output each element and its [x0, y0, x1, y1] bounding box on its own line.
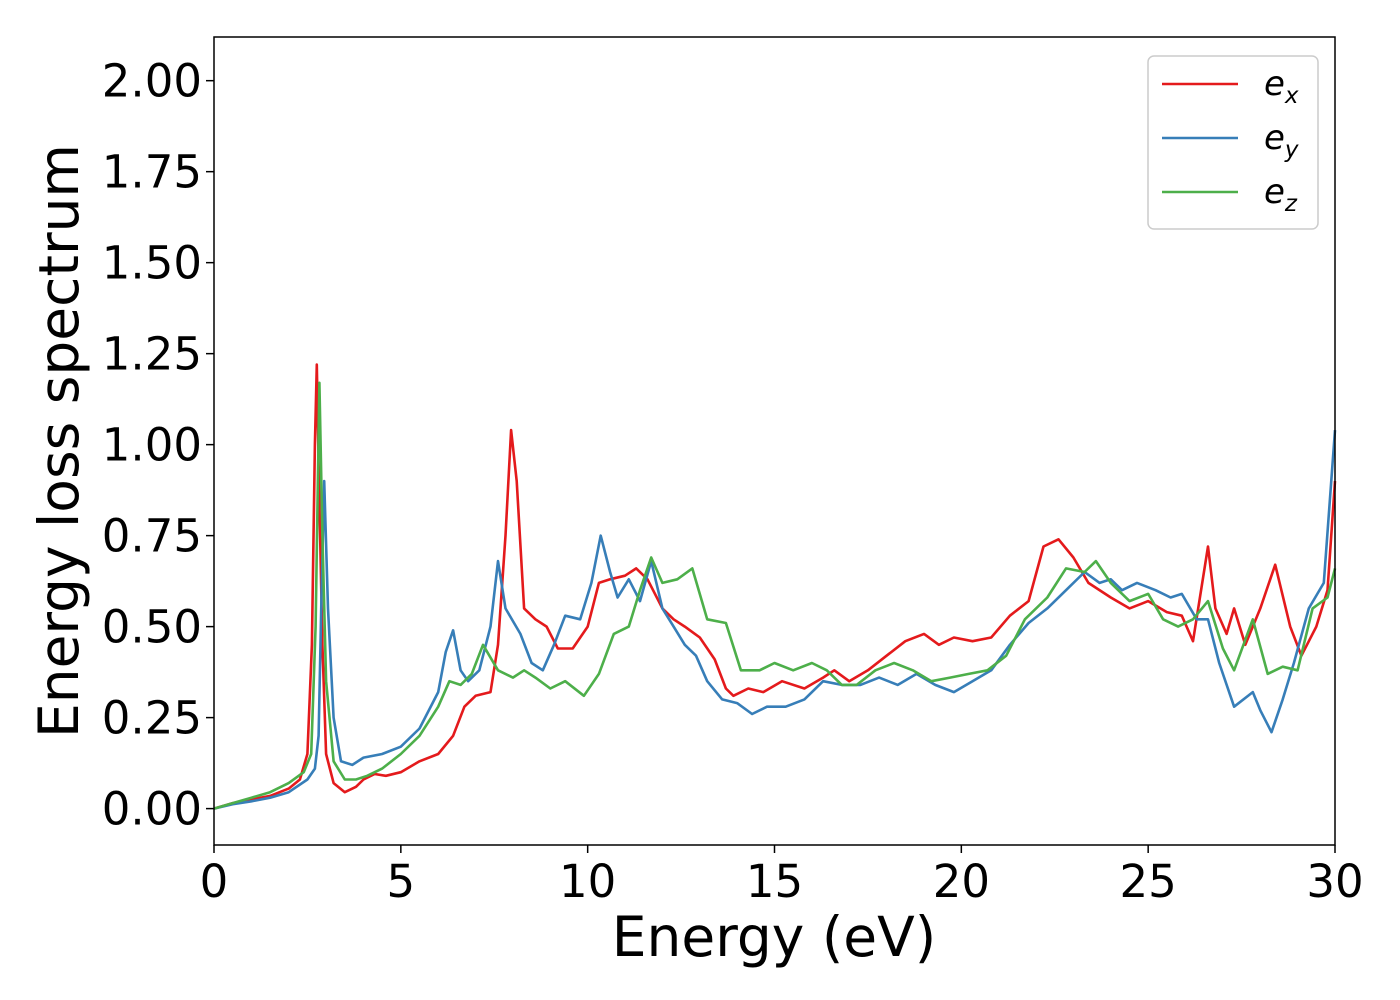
series-line-ex [213, 363, 1337, 810]
legend-label: ey [1264, 118, 1299, 163]
y-tick-label: 1.50 [102, 237, 202, 290]
series-line-ez [213, 381, 1337, 810]
legend-frame [1147, 55, 1319, 230]
x-tick-label: 30 [1306, 855, 1363, 908]
x-tick-label: 25 [1120, 855, 1177, 908]
series-layer [213, 363, 1337, 810]
x-axis: 0 5 10 15 20 25 30 [200, 845, 1364, 908]
y-tick-label: 2.00 [102, 55, 202, 108]
x-tick-label: 0 [200, 855, 229, 908]
y-tick-label: 0.00 [102, 783, 202, 836]
x-axis-label: Energy (eV) [612, 905, 936, 969]
series-line-ey [213, 430, 1337, 810]
y-tick-label: 0.25 [102, 692, 202, 745]
y-tick-label: 0.75 [102, 510, 202, 563]
legend: ex ey ez [1147, 55, 1319, 230]
x-tick-label: 10 [559, 855, 616, 908]
y-tick-label: 1.25 [102, 328, 202, 381]
x-tick-label: 20 [933, 855, 990, 908]
y-axis-label: Energy loss spectrum [27, 144, 91, 738]
legend-label: ex [1264, 64, 1299, 109]
y-tick-label: 0.50 [102, 601, 202, 654]
y-axis: 0.00 0.25 0.50 0.75 1.00 1.25 1.50 1.75 2.00 [102, 55, 214, 836]
legend-label: ez [1264, 172, 1298, 217]
x-tick-label: 5 [387, 855, 416, 908]
y-tick-label: 1.75 [102, 146, 202, 199]
y-tick-label: 1.00 [102, 419, 202, 472]
x-tick-label: 15 [746, 855, 803, 908]
